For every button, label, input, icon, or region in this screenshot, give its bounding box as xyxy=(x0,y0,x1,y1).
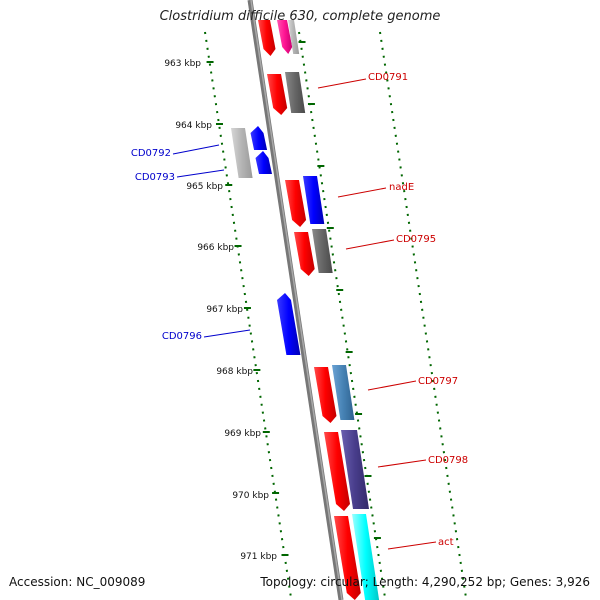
gene-nade-product[interactable] xyxy=(303,176,325,224)
leader-nade xyxy=(337,187,387,198)
leader-act xyxy=(387,541,437,550)
gene-cd0790[interactable] xyxy=(258,20,276,56)
leader-cd0797 xyxy=(367,380,417,391)
gene-cd0796[interactable] xyxy=(277,293,301,355)
leader-cd0793 xyxy=(176,169,225,178)
tick-label: 967 kbp xyxy=(206,305,243,315)
leader-cd0792 xyxy=(172,144,220,155)
gene-cd0790-product[interactable] xyxy=(277,20,293,54)
genome-backbone-highlight xyxy=(250,0,343,600)
genome-backbone xyxy=(247,0,344,600)
gene-act[interactable] xyxy=(334,516,361,600)
gene-label-cd0792[interactable]: CD0792 xyxy=(131,148,171,159)
tick-label: 964 kbp xyxy=(175,121,212,131)
gene-cd0798-product[interactable] xyxy=(341,430,369,509)
tick-label: 969 kbp xyxy=(224,429,261,439)
gene-act-product[interactable] xyxy=(352,514,380,600)
tick-rings xyxy=(204,31,468,600)
tick-label: 965 kbp xyxy=(186,182,223,192)
gene-label-cd0793[interactable]: CD0793 xyxy=(135,172,175,183)
gene-label-cd0795[interactable]: CD0795 xyxy=(396,234,436,245)
gene-cd0798[interactable] xyxy=(324,432,350,511)
gene-label-cd0796[interactable]: CD0796 xyxy=(162,331,202,342)
gene-labels: CD0791 nadE CD0795 CD0797 CD0798 act CD0… xyxy=(131,72,468,548)
gene-cd0797-product[interactable] xyxy=(332,365,355,420)
tick-labels: 963 kbp 964 kbp 965 kbp 966 kbp 967 kbp … xyxy=(164,59,277,562)
gene-label-cd0797[interactable]: CD0797 xyxy=(418,376,458,387)
gene-cd0791-product[interactable] xyxy=(285,72,306,113)
leader-cd0791 xyxy=(317,78,367,89)
gene-cd0795[interactable] xyxy=(294,232,315,276)
tick-label: 968 kbp xyxy=(216,367,253,377)
gene-label-nade[interactable]: nadE xyxy=(389,182,414,193)
map-title: Clostridium difficile 630, complete geno… xyxy=(159,9,441,24)
tick-ring xyxy=(204,31,293,600)
gene-cd0792-product[interactable] xyxy=(231,128,253,178)
label-leaders xyxy=(172,78,437,550)
tick-label: 966 kbp xyxy=(197,243,234,253)
gene-label-cd0798[interactable]: CD0798 xyxy=(428,455,468,466)
gene-nade[interactable] xyxy=(285,180,307,227)
tick-label: 970 kbp xyxy=(232,491,269,501)
tick-label: 963 kbp xyxy=(164,59,201,69)
gene-cd0795-product[interactable] xyxy=(312,229,333,273)
gene-cd0790-lgrey[interactable] xyxy=(288,20,300,54)
accession-text: Accession: NC_009089 xyxy=(9,575,146,589)
tick-ring xyxy=(298,31,387,600)
tick-label: 971 kbp xyxy=(240,552,277,562)
gene-cd0797[interactable] xyxy=(314,367,337,423)
leader-cd0796 xyxy=(203,329,251,338)
tick-marks xyxy=(206,41,381,556)
gene-cd0793[interactable] xyxy=(255,151,273,174)
gene-cd0792[interactable] xyxy=(250,126,268,150)
gene-label-act[interactable]: act xyxy=(438,537,454,548)
genome-summary-text: Topology: circular; Length: 4,290,252 bp… xyxy=(260,575,590,589)
leader-cd0795 xyxy=(345,239,395,250)
gene-cd0791[interactable] xyxy=(267,74,288,115)
leader-cd0798 xyxy=(377,459,427,468)
tick-ring xyxy=(379,31,468,600)
gene-features xyxy=(231,20,380,600)
gene-label-cd0791[interactable]: CD0791 xyxy=(368,72,408,83)
